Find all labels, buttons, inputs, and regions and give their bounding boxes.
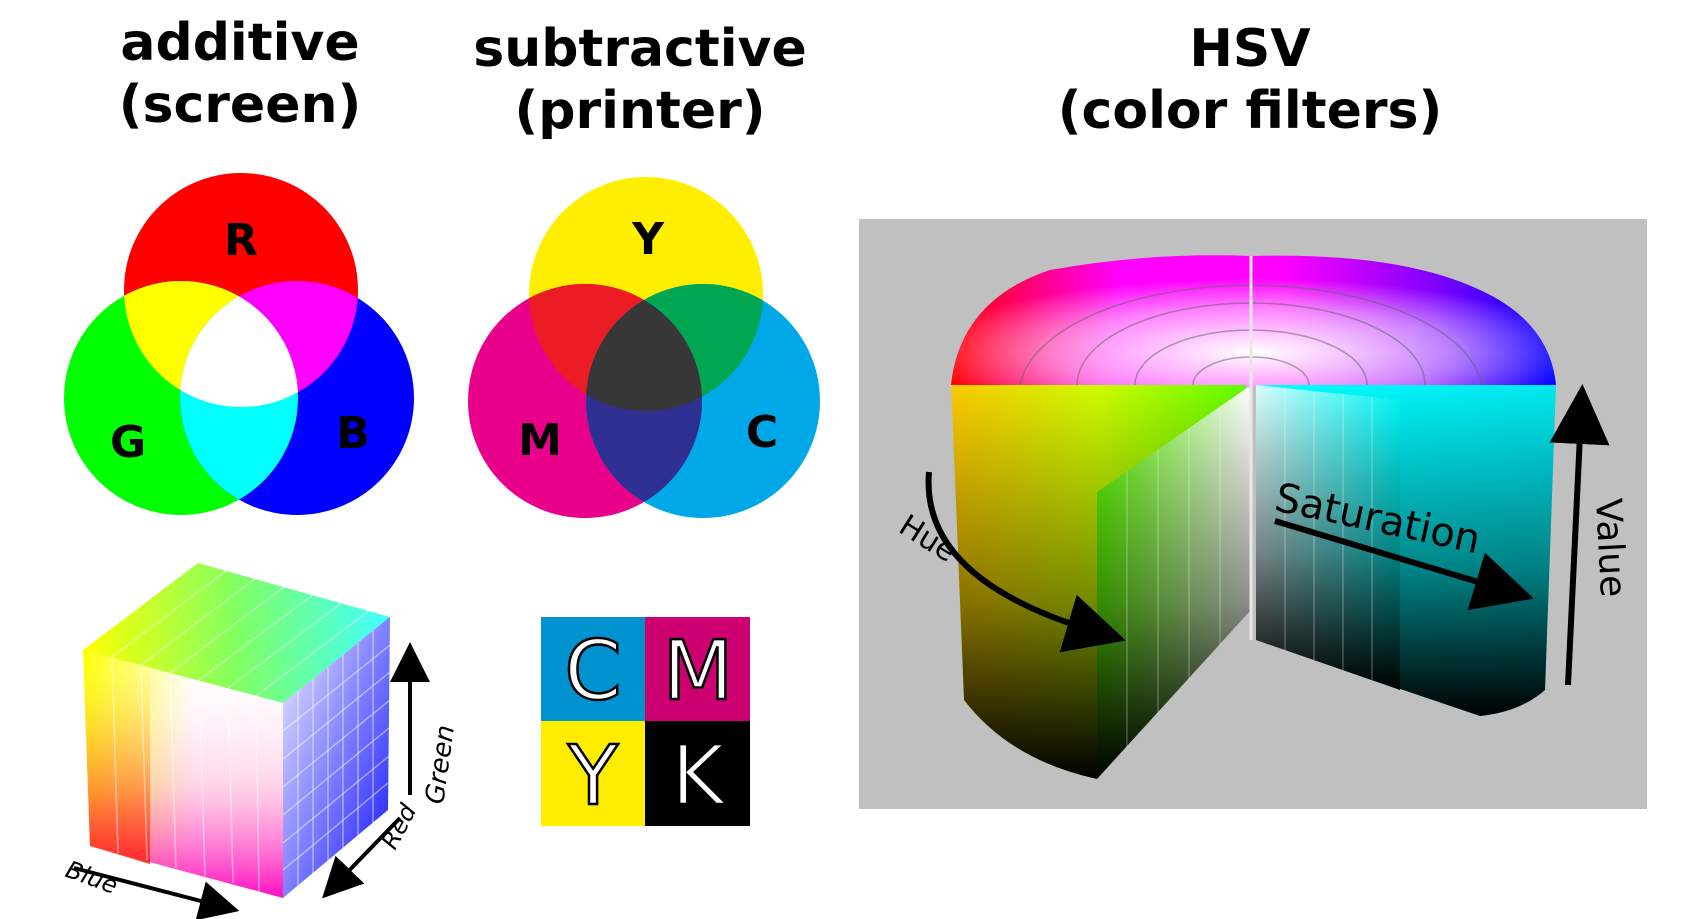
hsv-title: HSV (color filters) [960,18,1540,142]
hsv-cylinder-panel: Hue Saturation Value [859,219,1647,809]
label-r: R [224,215,258,266]
additive-title-line2: (screen) [118,75,362,135]
hsv-title-line2: (color filters) [1057,81,1443,141]
additive-title: additive (screen) [60,12,420,136]
subtractive-title-line1: subtractive [473,19,807,79]
cube-side-face [283,617,390,898]
cut-face-grid [1126,388,1373,748]
label-y: Y [631,214,665,265]
rgb-cube: Blue Red Green [62,563,461,919]
hsv-title-line1: HSV [1189,19,1311,79]
overlap-black [586,284,702,411]
cmyk-tiles: C M Y K [541,617,750,826]
value-arrow [1549,384,1610,686]
tile-y [541,721,645,826]
hue-arrow [925,471,1126,653]
cube-front-left-shade [83,650,150,864]
tile-m [645,617,750,721]
tile-k [645,721,750,826]
additive-venn: R G B [64,173,414,515]
label-g: G [110,417,146,468]
blue-axis-arrow [73,866,240,919]
cube-top-face [83,563,390,703]
tile-c [541,617,645,721]
label-b: B [336,408,370,459]
tile-c-letter: C [564,624,621,719]
saturation-arrow [1274,518,1534,611]
value-label: Value [1587,497,1633,598]
cube-grid [111,569,391,892]
subtractive-venn: Y M C [468,177,820,518]
tile-k-letter: K [671,729,727,824]
cylinder-top-white [951,255,1556,390]
subtractive-title-line2: (printer) [514,81,766,141]
label-m: M [518,415,562,466]
green-axis-label: Green [420,723,461,806]
label-c: C [746,407,778,458]
blue-axis-label: Blue [62,855,121,899]
tile-m-letter: M [663,624,734,719]
additive-title-line1: additive [120,13,360,73]
red-axis-arrow [322,816,402,899]
tile-y-letter: Y [567,729,619,824]
subtractive-title: subtractive (printer) [440,18,840,142]
cut-face-left-shade [1097,385,1251,779]
